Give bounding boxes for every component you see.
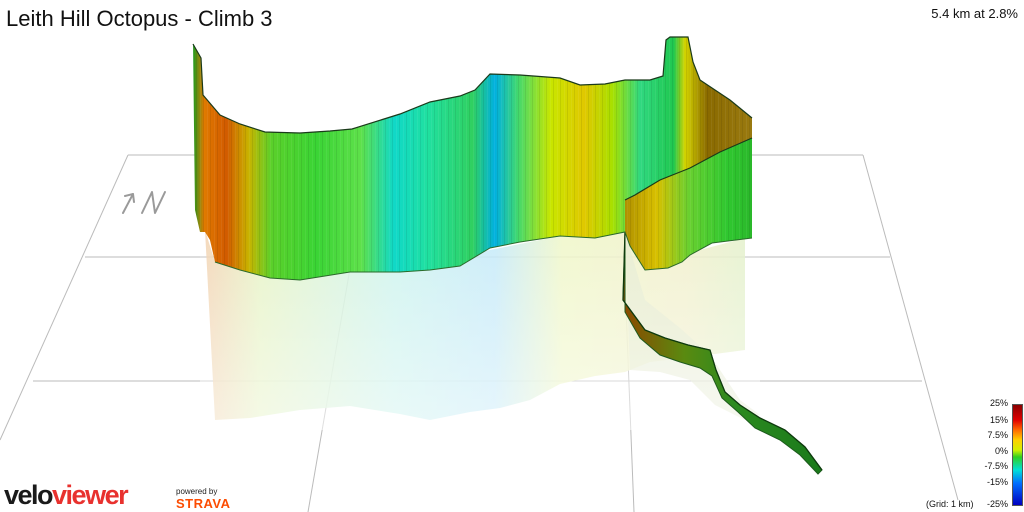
profile-ribbon <box>192 36 753 281</box>
gradient-legend-labels: 25% 15% 7.5% 0% -7.5% -15% -25% <box>960 398 1008 510</box>
page-title: Leith Hill Octopus - Climb 3 <box>6 6 273 31</box>
gradient-color-bar <box>1012 404 1023 506</box>
profile-tail <box>622 231 823 475</box>
logo-viewer: viewer <box>52 480 129 510</box>
powered-by-text: powered by <box>176 487 218 496</box>
strava-logo[interactable]: STRAVA <box>176 496 231 511</box>
legend-label: -15% <box>986 477 1008 487</box>
logo-velo: velo <box>4 480 54 510</box>
segment-stats: 5.4 km at 2.8% <box>931 6 1018 21</box>
veloviewer-logo[interactable]: veloviewer <box>4 480 129 510</box>
legend-label: 7.5% <box>987 430 1008 440</box>
legend-label: 15% <box>989 415 1008 425</box>
legend-label: 25% <box>989 398 1008 408</box>
grid-scale-note: (Grid: 1 km) <box>926 499 974 509</box>
legend-label: -25% <box>986 499 1008 509</box>
legend-label: -7.5% <box>984 461 1008 471</box>
legend-label: 0% <box>994 446 1008 456</box>
compass-icon <box>122 191 166 214</box>
